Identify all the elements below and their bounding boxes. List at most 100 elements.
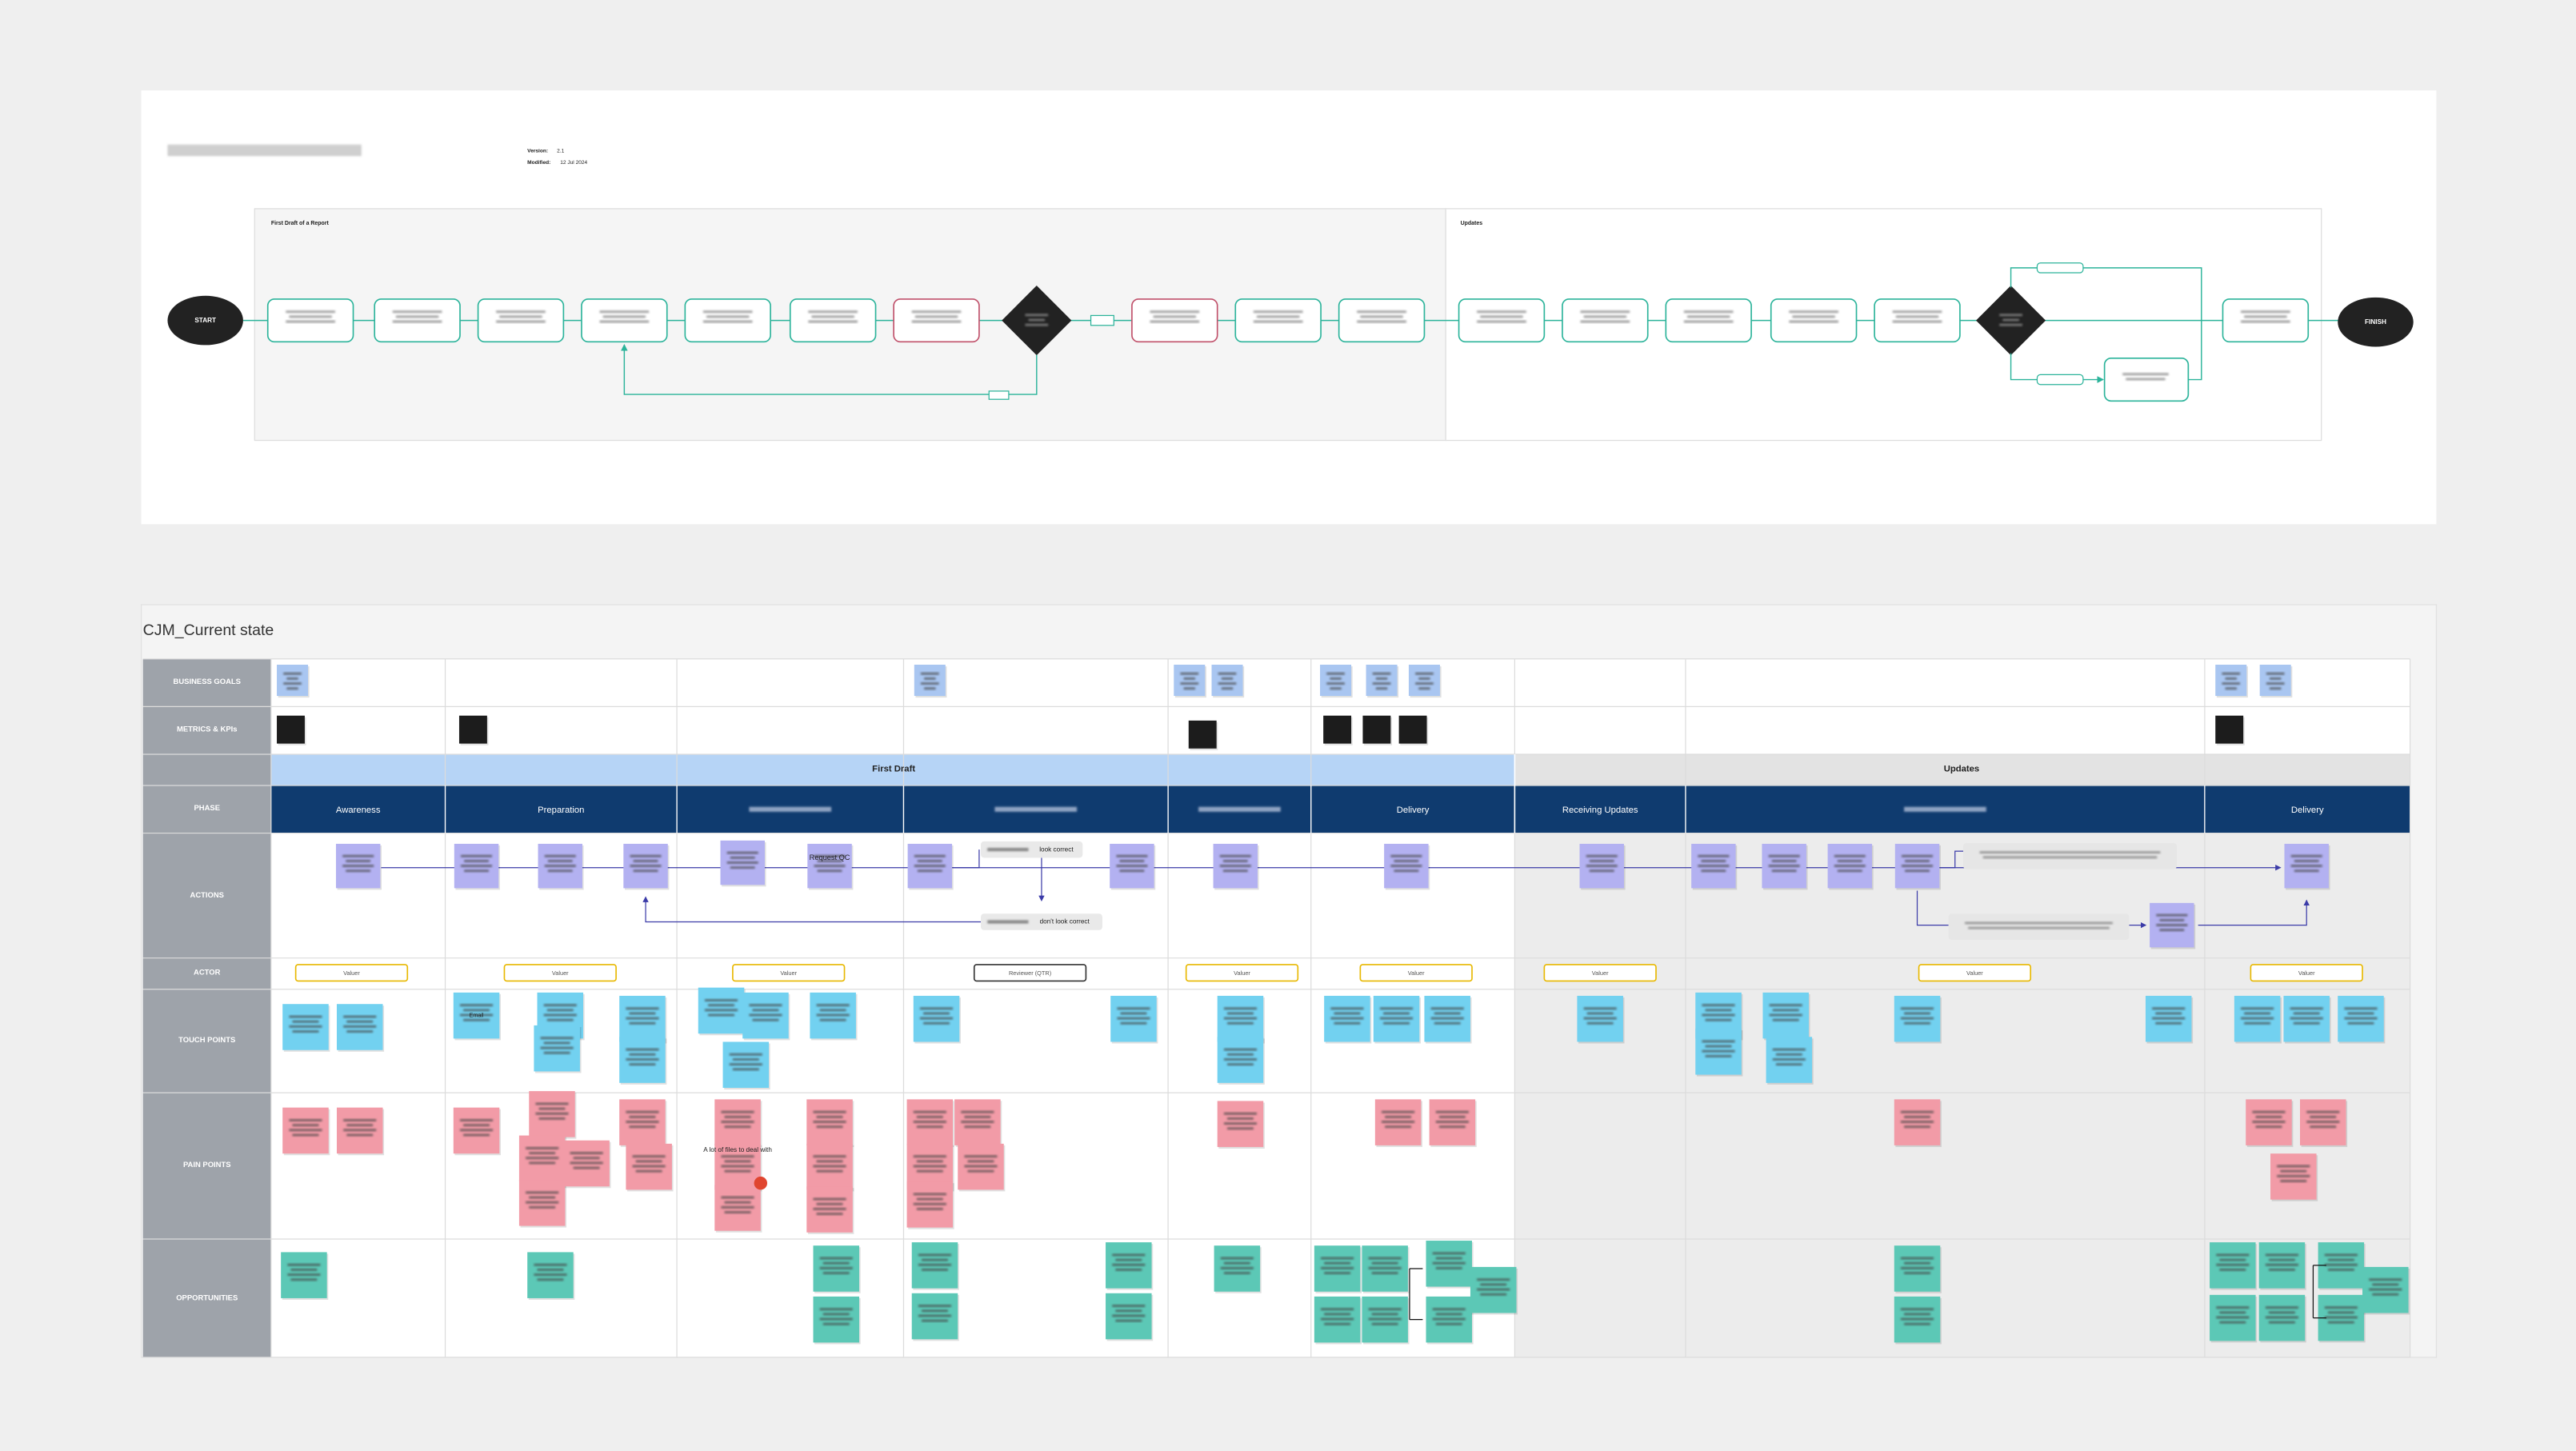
blurred-text bbox=[816, 1169, 843, 1173]
blurred-text bbox=[729, 1053, 762, 1056]
actor-tag bbox=[503, 964, 617, 982]
blurred-text bbox=[1372, 682, 1391, 685]
blurred-text bbox=[920, 1007, 954, 1010]
blurred-text bbox=[463, 1009, 490, 1012]
blurred-text bbox=[1383, 1021, 1410, 1025]
blurred-text bbox=[626, 1017, 659, 1020]
blurred-text bbox=[632, 1165, 666, 1168]
modified-label: Modified: bbox=[527, 160, 550, 166]
blurred-text bbox=[1368, 1266, 1402, 1269]
decision-text: look correct bbox=[1039, 845, 1074, 853]
blurred-text bbox=[1435, 1121, 1469, 1123]
note-bubble bbox=[1963, 842, 2177, 869]
blurred-text bbox=[1432, 1252, 1466, 1255]
blurred-text bbox=[629, 1021, 656, 1025]
blurred-text bbox=[1702, 1004, 1735, 1007]
blurred-text bbox=[1183, 687, 1195, 690]
blurred-text bbox=[1372, 672, 1391, 675]
blurred-text bbox=[921, 672, 939, 675]
blurred-text bbox=[2306, 1121, 2340, 1123]
blurred-text bbox=[1223, 1112, 1257, 1115]
blurred-text bbox=[1435, 1313, 1462, 1316]
blurred-text bbox=[808, 310, 858, 314]
blurred-text bbox=[1253, 320, 1303, 323]
action-branch bbox=[1940, 850, 1966, 869]
blurred-text bbox=[913, 1193, 946, 1196]
blurred-text bbox=[2222, 672, 2241, 675]
blurred-text bbox=[819, 1018, 846, 1021]
blurred-text bbox=[1904, 1272, 1930, 1274]
blurred-text bbox=[2266, 672, 2285, 675]
blurred-text bbox=[1223, 1007, 1257, 1010]
blurred-text bbox=[346, 859, 371, 862]
blurred-text bbox=[913, 1155, 946, 1158]
actor-tag bbox=[2250, 964, 2363, 982]
blurred-text bbox=[1965, 921, 2113, 925]
blurred-text bbox=[1360, 315, 1403, 318]
blurred-text bbox=[1326, 672, 1345, 675]
blurred-text bbox=[1772, 1009, 1799, 1012]
blurred-text bbox=[1380, 1007, 1414, 1010]
blurred-text bbox=[1334, 1021, 1361, 1025]
blurred-text bbox=[2225, 687, 2237, 690]
blurred-text bbox=[1375, 677, 1388, 680]
blurred-text bbox=[1223, 1017, 1257, 1020]
blurred-text bbox=[2277, 1165, 2310, 1168]
blurred-text bbox=[535, 1102, 569, 1105]
blurred-text bbox=[917, 859, 942, 862]
blurred-text bbox=[1324, 1261, 1351, 1265]
blurred-text bbox=[1218, 682, 1237, 685]
blurred-text bbox=[2216, 1253, 2250, 1257]
blurred-text bbox=[721, 1155, 754, 1158]
blurred-text bbox=[987, 848, 1029, 852]
blurred-text bbox=[967, 1160, 994, 1163]
blurred-text bbox=[702, 310, 753, 314]
blurred-text bbox=[1218, 672, 1237, 675]
blurred-text bbox=[2268, 1268, 2295, 1271]
blurred-text bbox=[342, 865, 374, 867]
blurred-text bbox=[2290, 854, 2322, 857]
blurred-text bbox=[2219, 1268, 2246, 1271]
modified: 12 Jul 2024 bbox=[560, 160, 587, 166]
blurred-text bbox=[819, 1266, 853, 1269]
blurred-text bbox=[2327, 1311, 2354, 1314]
blurred-text bbox=[987, 920, 1029, 924]
blurred-text bbox=[1120, 1021, 1147, 1025]
blurred-text bbox=[1119, 869, 1145, 873]
blurred-text bbox=[1904, 1115, 1930, 1118]
actor-label: Valuer bbox=[1966, 969, 1983, 977]
blurred-text bbox=[292, 1124, 319, 1127]
blurred-text bbox=[2244, 315, 2287, 318]
blurred-text bbox=[286, 687, 298, 690]
blurred-text bbox=[1418, 687, 1430, 690]
blurred-text bbox=[1480, 315, 1523, 318]
blurred-text bbox=[626, 1121, 659, 1123]
blurred-text bbox=[1904, 1021, 1930, 1025]
blurred-text bbox=[724, 1160, 751, 1163]
metric-sticky bbox=[1362, 715, 1391, 744]
blurred-text bbox=[1119, 859, 1145, 862]
blurred-text bbox=[2126, 378, 2166, 381]
blurred-text bbox=[1701, 859, 1726, 862]
blurred-text bbox=[916, 1125, 943, 1129]
blurred-text bbox=[343, 1015, 377, 1018]
goal-sticky bbox=[914, 664, 946, 697]
action-branch bbox=[953, 849, 980, 869]
blurred-text bbox=[629, 1115, 656, 1118]
blurred-text bbox=[1589, 859, 1614, 862]
blurred-text bbox=[633, 869, 658, 873]
blurred-text bbox=[2280, 1169, 2307, 1173]
row-label: BUSINESS GOALS bbox=[174, 678, 241, 686]
blurred-text bbox=[2277, 1174, 2310, 1177]
blurred-text bbox=[1326, 682, 1345, 685]
blurred-text bbox=[1334, 1012, 1361, 1015]
blurred-text bbox=[918, 1314, 952, 1317]
blurred-text bbox=[822, 1261, 850, 1265]
row-label: PHASE bbox=[194, 804, 220, 813]
blurred-text bbox=[914, 315, 958, 318]
goal-sticky bbox=[1408, 664, 1440, 697]
stage-bar bbox=[270, 753, 1515, 785]
blurred-text bbox=[1368, 1308, 1402, 1311]
blurred-text bbox=[1256, 315, 1300, 318]
blurred-text bbox=[2222, 682, 2241, 685]
